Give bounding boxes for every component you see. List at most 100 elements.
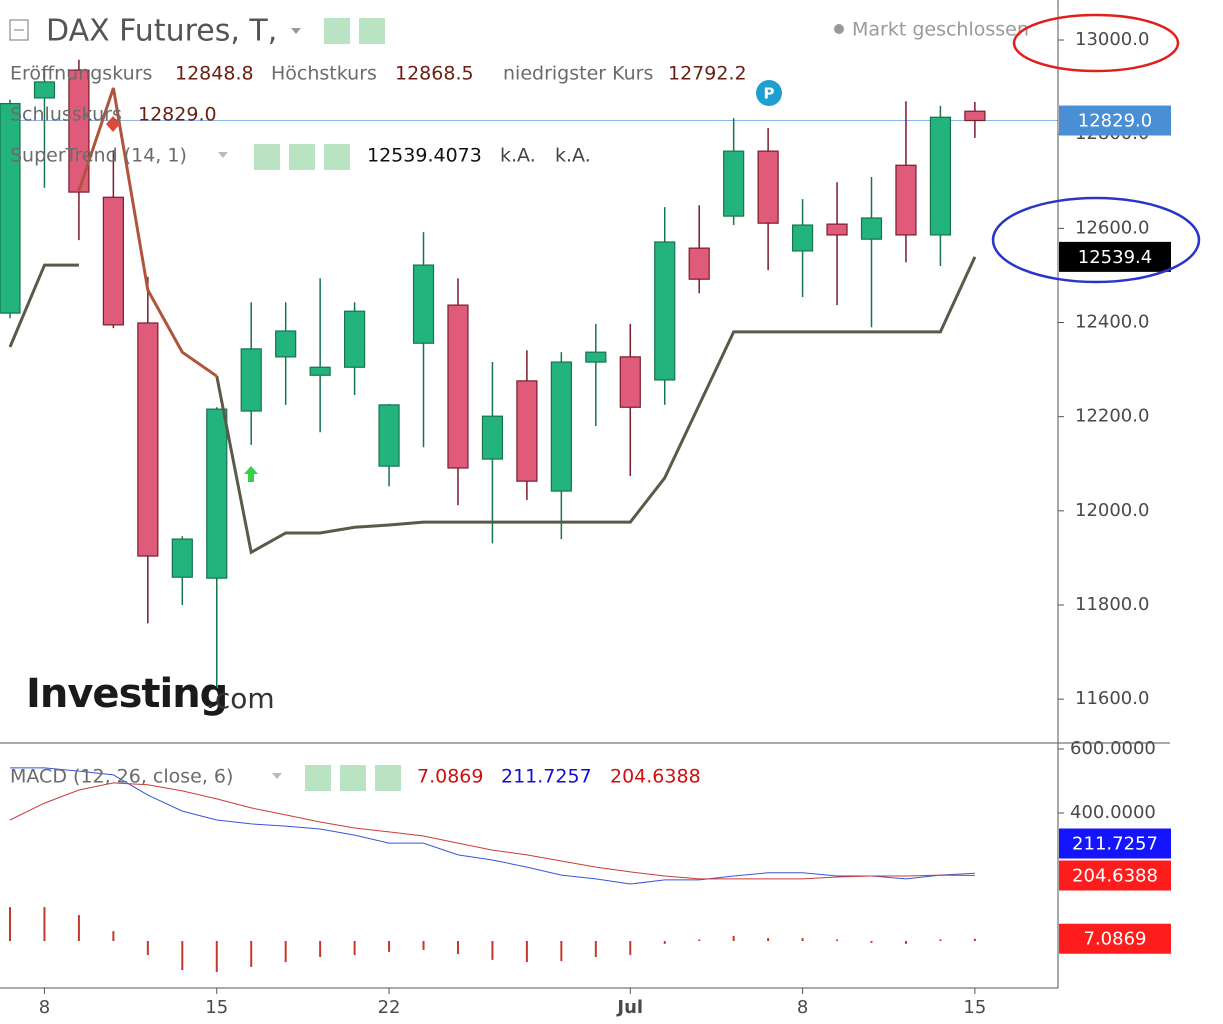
y-tick-label: 12400.0 <box>1075 312 1149 333</box>
readout-label: niedrigster Kurs <box>503 63 653 85</box>
candle-body <box>723 150 745 217</box>
badge[interactable] <box>756 80 782 106</box>
readout-value: 12792.2 <box>668 63 747 85</box>
readout-label: Schlusskurs <box>10 104 122 126</box>
price-label: 211.7257 <box>1072 834 1158 855</box>
candle-body <box>102 196 124 326</box>
candle-body <box>68 69 90 193</box>
candle-body <box>309 366 331 376</box>
candle-body <box>0 102 21 314</box>
y-tick-label: 13000.0 <box>1075 29 1149 50</box>
logo: .com <box>206 682 275 715</box>
price-label: 204.6388 <box>1072 866 1158 887</box>
readout-label: Höchstkurs <box>271 63 377 85</box>
price-label: 7.0869 <box>1084 929 1147 950</box>
x-tick-label: 15 <box>963 997 986 1018</box>
icon[interactable] <box>305 765 331 791</box>
candle-body <box>964 110 986 122</box>
x-tick-label: 15 <box>205 997 228 1018</box>
candle-body <box>412 264 435 344</box>
line <box>8 256 977 555</box>
logo: Investing <box>26 671 227 717</box>
y-tick-label: 12600.0 <box>1075 217 1149 238</box>
candle-body <box>516 380 538 482</box>
price-label: 12829.0 <box>1078 111 1152 132</box>
candle-body <box>688 247 710 280</box>
candle-body <box>137 322 159 557</box>
readout-value: 12829.0 <box>138 104 217 126</box>
icon[interactable] <box>324 18 350 44</box>
highlight <box>1012 13 1180 73</box>
status-dot <box>834 24 844 34</box>
candle-body <box>895 164 917 236</box>
signal-diamond <box>106 116 120 132</box>
price-label-box <box>1059 923 1171 954</box>
icon[interactable] <box>324 144 350 170</box>
candle-body <box>860 217 883 240</box>
y-tick-label: 12200.0 <box>1075 406 1149 427</box>
x-tick-label: 8 <box>39 997 50 1018</box>
indicator-value: k.A. <box>500 145 536 167</box>
candle-body <box>206 408 228 579</box>
line <box>10 767 975 885</box>
y-tick-label: 11800.0 <box>1075 594 1149 615</box>
candle-body <box>240 348 262 412</box>
icon[interactable] <box>340 765 366 791</box>
dropdown[interactable] <box>218 152 228 158</box>
icon[interactable] <box>359 18 385 44</box>
x-tick-label: 8 <box>797 997 808 1018</box>
candle-body <box>171 538 193 578</box>
plot: 11600.0 11800.0 12000.0 12200.0 12400.0 12600… <box>0 29 1171 1018</box>
dropdown[interactable] <box>291 28 301 34</box>
icon[interactable] <box>375 765 401 791</box>
indicator-value: 12539.4073 <box>367 145 482 167</box>
readout-value: 12848.8 <box>175 63 254 85</box>
title: DAX Futures, T, <box>46 14 277 49</box>
highlight <box>991 196 1201 284</box>
candle-body <box>619 356 641 408</box>
candle-body <box>550 361 572 492</box>
candle-body <box>447 304 469 469</box>
price-label-box <box>1059 241 1171 272</box>
candle-body <box>344 310 366 368</box>
candle-body <box>929 116 952 236</box>
candle-body <box>654 241 676 381</box>
indicator-name: SuperTrend (14, 1) <box>10 145 187 167</box>
indicator-value: k.A. <box>555 145 591 167</box>
candle-body <box>275 330 297 358</box>
candle-body <box>33 81 56 99</box>
line <box>9 782 975 880</box>
x-tick-label: 22 <box>378 997 401 1018</box>
y-tick-label: 400.0000 <box>1070 802 1156 823</box>
readout-label: Eröffnungskurs <box>10 63 152 85</box>
price-label-box <box>1059 860 1171 891</box>
collapse-icon[interactable] <box>9 19 29 41</box>
candle-body <box>481 415 504 460</box>
candle-body <box>826 223 848 236</box>
icon[interactable] <box>254 144 280 170</box>
dropdown[interactable] <box>272 773 282 779</box>
macd-name: MACD (12, 26, close, 6) <box>10 766 233 788</box>
price-label: 12539.4 <box>1078 247 1152 268</box>
price-label-box <box>1059 828 1171 859</box>
y-tick-label: 11600.0 <box>1075 688 1149 709</box>
candle-body <box>585 351 607 363</box>
y-tick-label: 12000.0 <box>1075 500 1149 521</box>
y-tick-label: 600.0000 <box>1070 738 1156 759</box>
macd-value: 7.0869 <box>417 766 483 788</box>
status: Markt geschlossen <box>852 19 1029 41</box>
macd-value: 204.6388 <box>610 766 701 788</box>
readout-value: 12868.5 <box>395 63 474 85</box>
price-label-box <box>1059 105 1171 136</box>
candle-body <box>757 150 779 224</box>
signal-arrow <box>244 466 258 482</box>
line <box>77 87 218 378</box>
icon[interactable] <box>289 144 315 170</box>
x-tick-label: Jul <box>615 997 643 1018</box>
macd-value: 211.7257 <box>501 766 592 788</box>
badge-text: P <box>764 85 775 103</box>
candle-body <box>791 224 814 252</box>
candle-body <box>378 404 400 467</box>
